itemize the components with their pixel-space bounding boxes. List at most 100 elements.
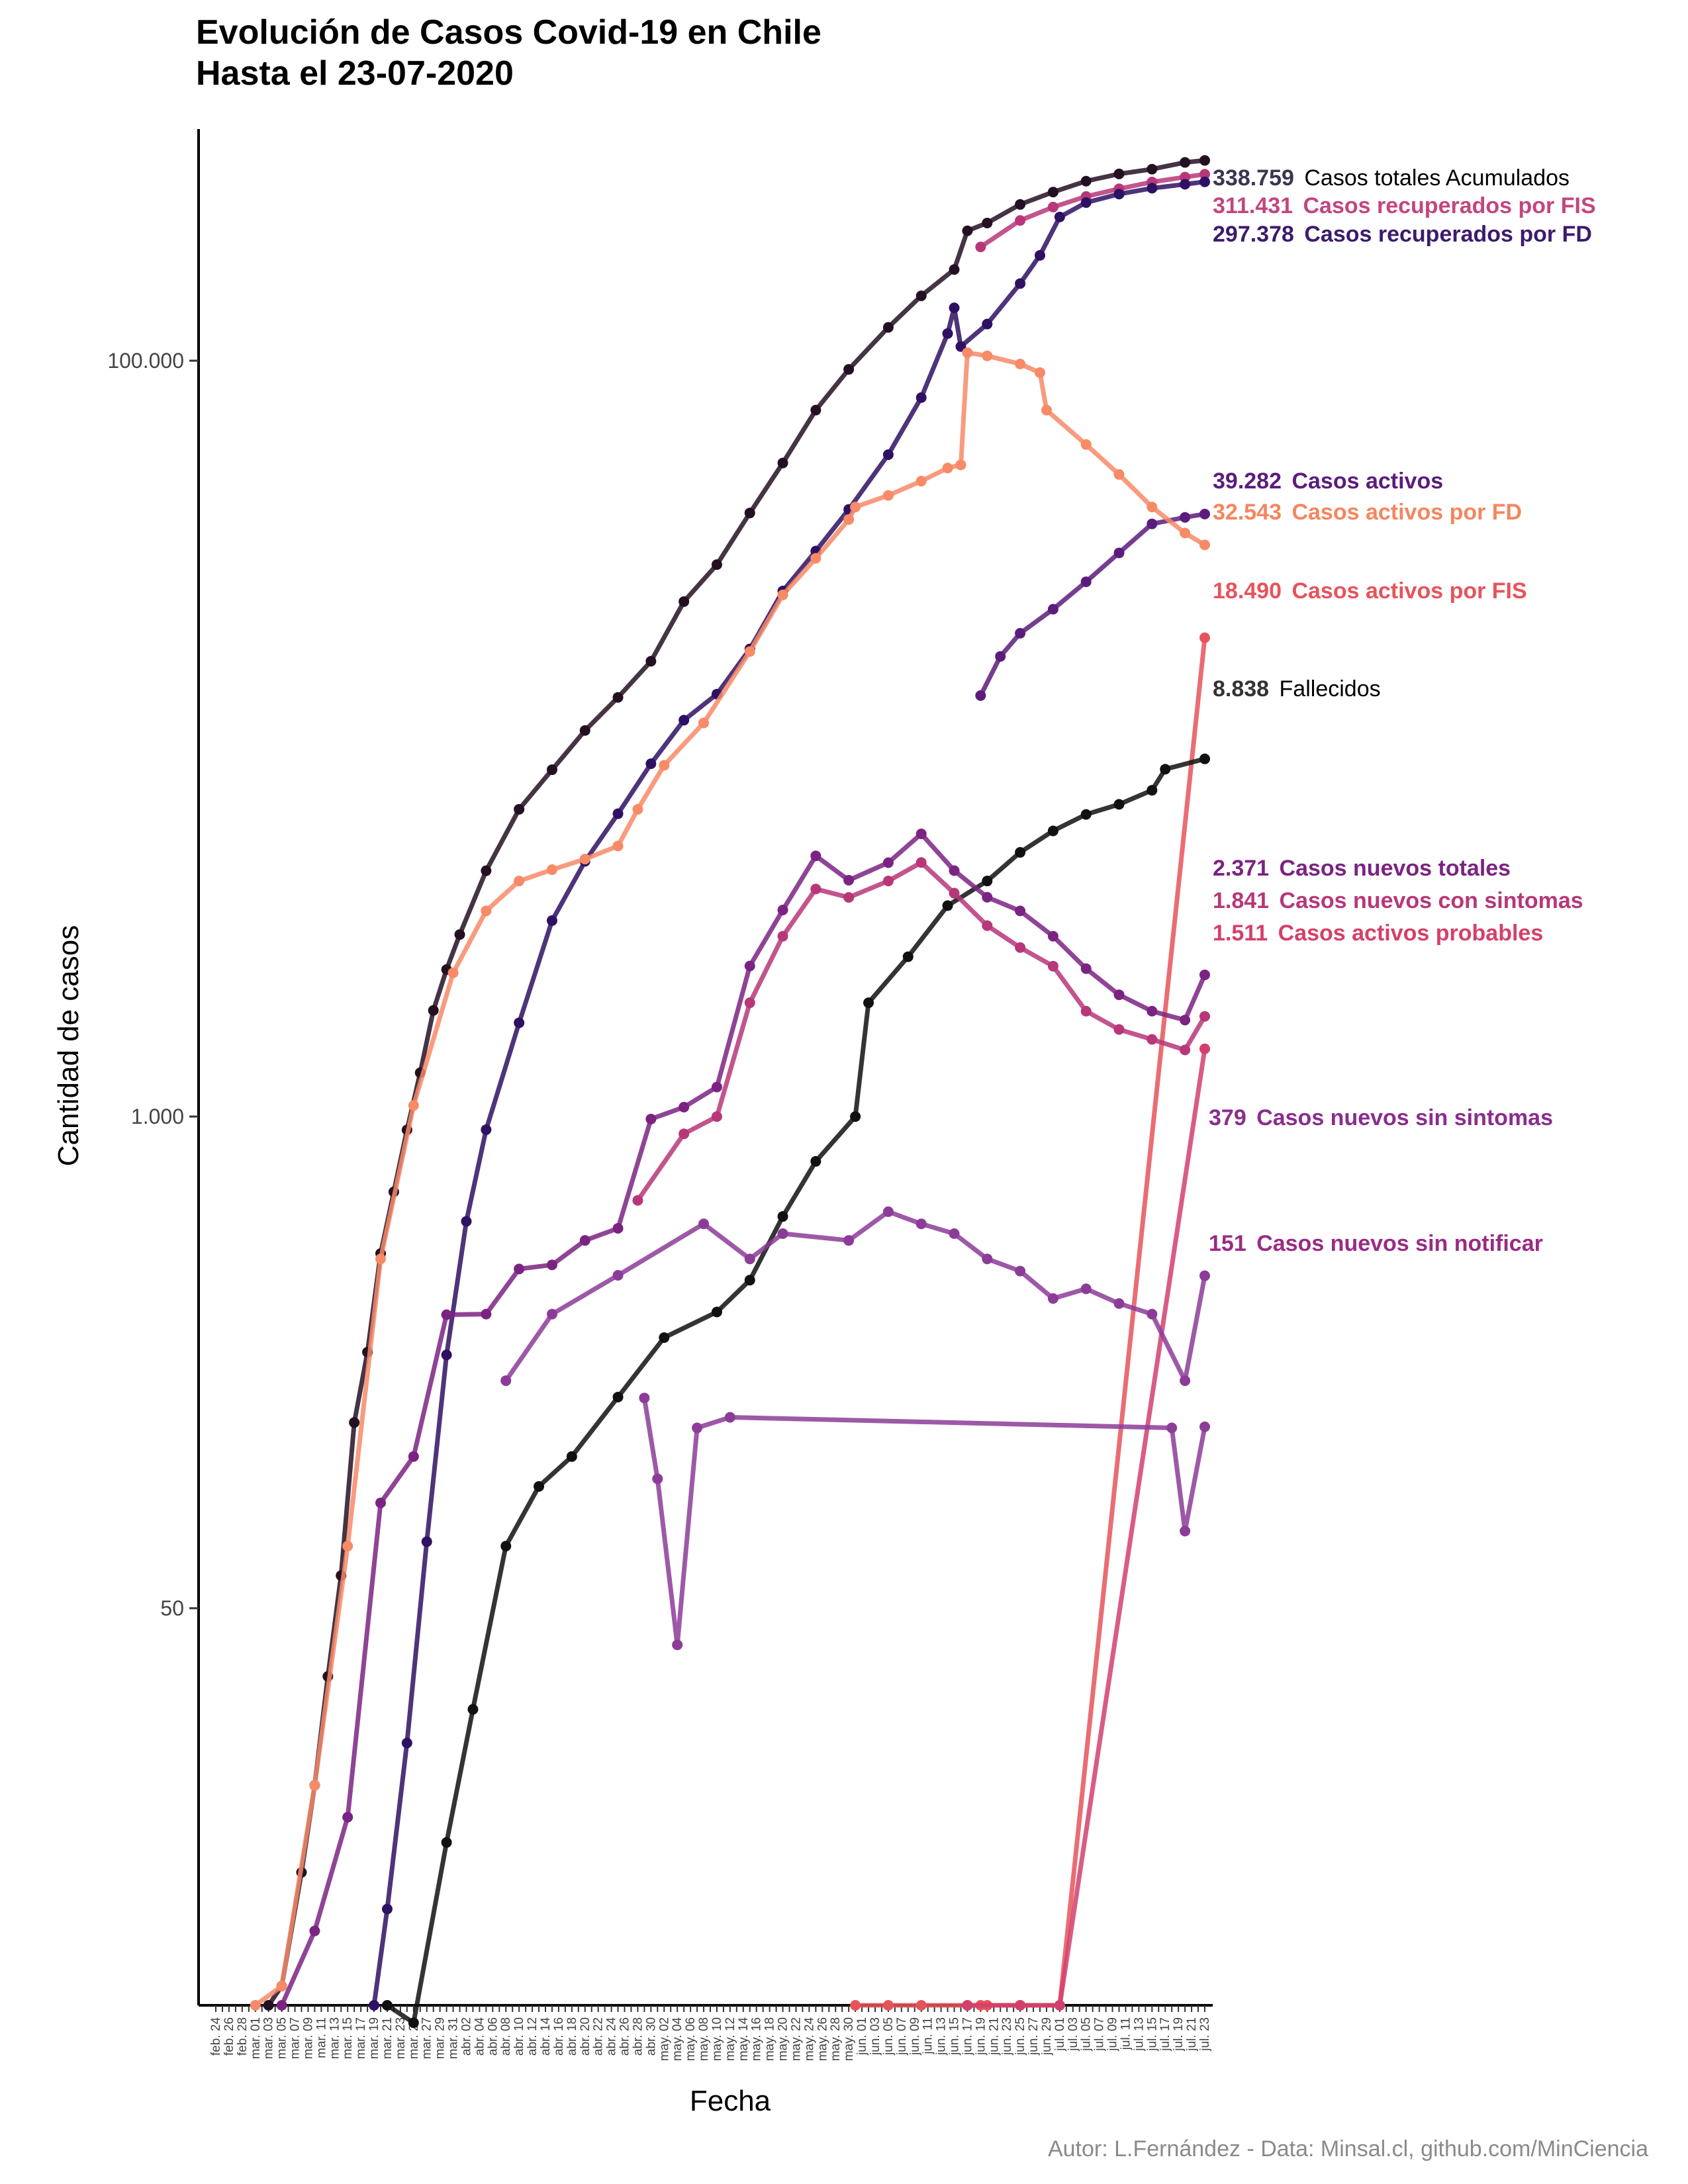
series-point — [1113, 1298, 1125, 1309]
series-line — [978, 512, 1205, 697]
x-tick-label: mar. 15 — [341, 2017, 355, 2059]
x-tick-label: mar. 19 — [367, 2017, 381, 2059]
x-tick-label: may. 18 — [763, 2017, 777, 2061]
series-point — [421, 1536, 432, 1547]
series-point — [949, 865, 960, 876]
series-point — [962, 225, 973, 236]
series-point — [1080, 197, 1092, 208]
series-point — [659, 760, 670, 771]
series-end-label: 8.838 Fallecidos — [1213, 676, 1381, 702]
series-point — [579, 854, 590, 865]
series-point — [1080, 1283, 1092, 1295]
series-point — [882, 490, 894, 501]
x-tick-label: mar. 13 — [328, 2017, 342, 2059]
series-point — [500, 1541, 512, 1552]
x-tick-label: jul. 11 — [1119, 2017, 1133, 2050]
series-point — [1113, 989, 1125, 1001]
series-point — [679, 1101, 690, 1113]
series-point — [744, 1253, 755, 1265]
x-tick-label: jun. 29 — [1040, 2017, 1054, 2056]
series-point — [639, 1392, 650, 1404]
series-end-label: 1.511 Casos activos probables — [1213, 921, 1543, 946]
series-point — [566, 1451, 577, 1462]
series-point — [949, 1228, 960, 1239]
series-point — [982, 318, 993, 330]
series-point — [1047, 187, 1058, 198]
series-point — [1080, 175, 1092, 187]
series-point — [1113, 469, 1125, 480]
series-point — [692, 1422, 703, 1433]
series-point — [546, 915, 557, 927]
x-tick-label: may. 20 — [776, 2017, 790, 2061]
series-point — [744, 960, 755, 972]
y-tick-label: 1.000 — [131, 1105, 184, 1128]
series-point — [1147, 1308, 1158, 1320]
series-point — [1147, 1005, 1158, 1017]
series-point — [454, 929, 465, 940]
series-point — [546, 1308, 557, 1320]
series-point — [1080, 1005, 1092, 1017]
series-point — [711, 1081, 722, 1093]
series-point — [882, 322, 894, 333]
x-tick-label: jun. 21 — [987, 2017, 1001, 2056]
series-point — [546, 864, 557, 876]
series-point — [276, 1981, 287, 1992]
series-point — [441, 1309, 452, 1320]
series-point — [546, 764, 557, 776]
x-tick-label: jul. 09 — [1106, 2017, 1120, 2052]
x-tick-label: may. 28 — [829, 2017, 843, 2061]
series-point — [1147, 518, 1158, 529]
series-point — [982, 891, 993, 903]
series-point — [1180, 1525, 1191, 1537]
x-tick-label: jul. 07 — [1093, 2017, 1107, 2052]
x-tick-label: jul. 19 — [1172, 2017, 1186, 2052]
series-point — [949, 887, 960, 899]
series-point — [679, 715, 690, 726]
series-point — [810, 884, 821, 895]
series-point — [915, 476, 927, 487]
series-point — [744, 997, 755, 1009]
series-point — [1035, 367, 1045, 378]
series-point — [711, 559, 722, 570]
series-point — [481, 1124, 492, 1135]
x-tick-label: jun. 01 — [855, 2017, 869, 2056]
series-point — [1047, 825, 1058, 837]
x-tick-label: jul. 15 — [1145, 2017, 1159, 2052]
x-tick-label: mar. 25 — [407, 2017, 421, 2059]
series-point — [1047, 931, 1058, 942]
x-tick-label: may. 16 — [750, 2017, 764, 2061]
x-tick-label: mar. 03 — [262, 2017, 276, 2059]
series-point — [381, 2000, 393, 2011]
series-point — [850, 502, 861, 513]
x-tick-label: may. 14 — [737, 2017, 751, 2062]
series-point — [711, 1306, 722, 1318]
x-tick-label: jul. 23 — [1198, 2017, 1212, 2052]
x-tick-label: abr. 12 — [526, 2017, 539, 2056]
series-point — [850, 1111, 861, 1122]
series-point — [1047, 960, 1058, 972]
series-point — [1160, 764, 1171, 775]
x-tick-label: abr. 26 — [618, 2017, 632, 2056]
series-point — [982, 920, 993, 931]
series-point — [467, 1704, 479, 1715]
x-tick-label: jul. 13 — [1132, 2017, 1146, 2052]
x-tick-label: jun. 11 — [921, 2017, 935, 2055]
series-point — [975, 690, 986, 701]
series-point — [408, 2017, 419, 2028]
series-point — [1166, 1422, 1178, 1433]
series-point — [612, 692, 624, 703]
series-point — [514, 876, 525, 887]
x-tick-label: mar. 07 — [289, 2017, 303, 2059]
x-tick-label: may. 02 — [657, 2017, 671, 2061]
series-point — [843, 514, 855, 525]
series-point — [810, 404, 821, 416]
series-end-label: 18.490 Casos activos por FIS — [1213, 578, 1527, 604]
series-point — [711, 1111, 722, 1122]
series-point — [810, 1156, 821, 1167]
series-point — [1147, 502, 1158, 513]
series-point — [777, 589, 788, 600]
series-point — [1015, 215, 1026, 226]
series-point — [810, 850, 821, 862]
x-tick-label: jun. 15 — [948, 2017, 962, 2056]
